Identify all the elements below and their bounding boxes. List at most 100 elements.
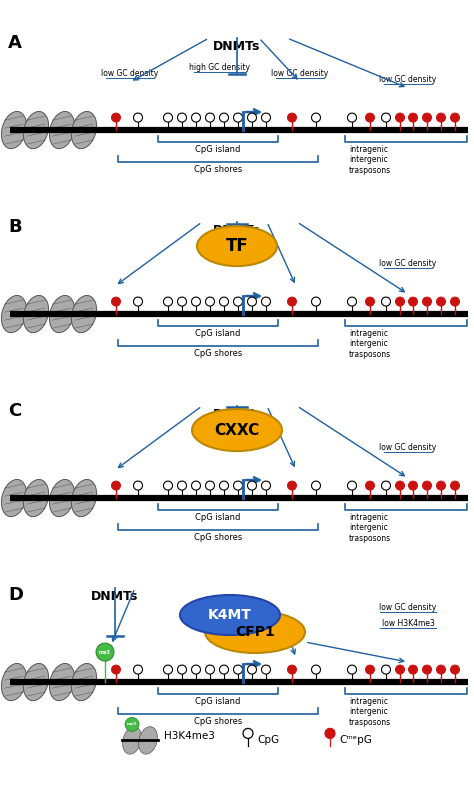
Circle shape — [437, 665, 446, 674]
Circle shape — [262, 297, 271, 306]
Circle shape — [234, 665, 243, 674]
Circle shape — [311, 113, 320, 122]
Circle shape — [422, 113, 431, 122]
Text: intragenic
intergenic
trasposons: intragenic intergenic trasposons — [349, 329, 391, 359]
Circle shape — [134, 665, 143, 674]
Ellipse shape — [123, 726, 141, 754]
Circle shape — [288, 481, 297, 490]
Text: high GC density: high GC density — [190, 63, 250, 72]
Text: CpG island: CpG island — [195, 145, 241, 154]
Circle shape — [347, 665, 356, 674]
Circle shape — [347, 297, 356, 306]
Ellipse shape — [1, 111, 27, 149]
Circle shape — [125, 718, 139, 731]
Text: CpG: CpG — [257, 735, 279, 746]
Circle shape — [395, 297, 404, 306]
Text: low GC density: low GC density — [379, 603, 437, 612]
Circle shape — [206, 665, 215, 674]
Circle shape — [437, 481, 446, 490]
Circle shape — [247, 481, 256, 490]
Circle shape — [219, 113, 228, 122]
Circle shape — [409, 481, 418, 490]
Circle shape — [365, 297, 374, 306]
Text: H3K4me3: H3K4me3 — [164, 731, 215, 742]
Text: CXXC: CXXC — [214, 422, 260, 438]
Circle shape — [450, 665, 459, 674]
Ellipse shape — [23, 479, 49, 517]
Text: CpG island: CpG island — [195, 697, 241, 706]
Text: intragenic
intergenic
trasposons: intragenic intergenic trasposons — [349, 145, 391, 175]
Ellipse shape — [205, 611, 305, 653]
Circle shape — [191, 297, 201, 306]
Circle shape — [288, 113, 297, 122]
Text: DNMTs: DNMTs — [213, 408, 261, 421]
Text: A: A — [8, 34, 22, 52]
Circle shape — [422, 297, 431, 306]
Text: CpG shores: CpG shores — [194, 349, 242, 358]
Circle shape — [191, 113, 201, 122]
Text: DNMTs: DNMTs — [213, 40, 261, 53]
Circle shape — [111, 113, 120, 122]
Circle shape — [395, 481, 404, 490]
Circle shape — [437, 297, 446, 306]
Circle shape — [382, 665, 391, 674]
Circle shape — [247, 113, 256, 122]
Ellipse shape — [49, 479, 74, 517]
Circle shape — [365, 481, 374, 490]
Ellipse shape — [23, 111, 49, 149]
Circle shape — [243, 728, 253, 738]
Circle shape — [382, 481, 391, 490]
Ellipse shape — [23, 295, 49, 333]
Ellipse shape — [72, 111, 97, 149]
Ellipse shape — [49, 663, 74, 701]
Text: D: D — [8, 586, 23, 604]
Circle shape — [206, 481, 215, 490]
Circle shape — [177, 665, 186, 674]
Text: B: B — [8, 218, 22, 236]
Circle shape — [365, 113, 374, 122]
Text: TF: TF — [226, 237, 248, 255]
Circle shape — [206, 113, 215, 122]
Circle shape — [247, 665, 256, 674]
Circle shape — [422, 481, 431, 490]
Text: CpG island: CpG island — [195, 329, 241, 338]
Text: C: C — [8, 402, 21, 420]
Circle shape — [311, 481, 320, 490]
Circle shape — [450, 297, 459, 306]
Circle shape — [96, 643, 114, 661]
Circle shape — [191, 481, 201, 490]
Text: CᵐᵉpG: CᵐᵉpG — [339, 735, 372, 746]
Ellipse shape — [72, 295, 97, 333]
Circle shape — [422, 665, 431, 674]
Circle shape — [311, 297, 320, 306]
Circle shape — [409, 113, 418, 122]
Text: me3: me3 — [99, 650, 111, 654]
Text: CpG shores: CpG shores — [194, 717, 242, 726]
Circle shape — [134, 113, 143, 122]
Circle shape — [450, 481, 459, 490]
Ellipse shape — [72, 479, 97, 517]
Ellipse shape — [197, 226, 277, 266]
Text: low H3K4me3: low H3K4me3 — [382, 619, 435, 628]
Circle shape — [164, 481, 173, 490]
Ellipse shape — [72, 663, 97, 701]
Text: low GC density: low GC density — [101, 69, 159, 78]
Circle shape — [111, 665, 120, 674]
Circle shape — [262, 665, 271, 674]
Circle shape — [177, 113, 186, 122]
Circle shape — [164, 665, 173, 674]
Circle shape — [177, 481, 186, 490]
Circle shape — [311, 665, 320, 674]
Text: CpG shores: CpG shores — [194, 533, 242, 542]
Circle shape — [382, 113, 391, 122]
Ellipse shape — [49, 111, 74, 149]
Circle shape — [206, 297, 215, 306]
Circle shape — [409, 297, 418, 306]
Ellipse shape — [1, 663, 27, 701]
Circle shape — [164, 113, 173, 122]
Circle shape — [365, 665, 374, 674]
Text: me3: me3 — [127, 722, 137, 726]
Circle shape — [234, 113, 243, 122]
Text: CpG shores: CpG shores — [194, 165, 242, 174]
Circle shape — [134, 297, 143, 306]
